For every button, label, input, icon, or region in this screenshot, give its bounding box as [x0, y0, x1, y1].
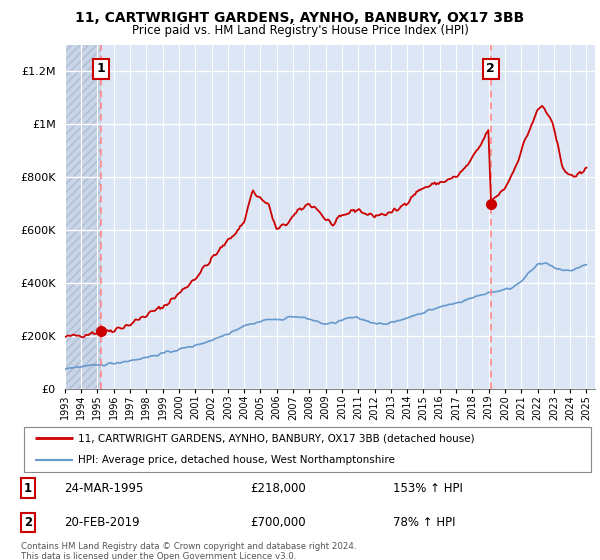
Text: Price paid vs. HM Land Registry's House Price Index (HPI): Price paid vs. HM Land Registry's House …	[131, 24, 469, 36]
Text: 11, CARTWRIGHT GARDENS, AYNHO, BANBURY, OX17 3BB (detached house): 11, CARTWRIGHT GARDENS, AYNHO, BANBURY, …	[79, 433, 475, 444]
Text: 24-MAR-1995: 24-MAR-1995	[64, 482, 143, 494]
Text: 1: 1	[97, 62, 106, 76]
Text: Contains HM Land Registry data © Crown copyright and database right 2024.
This d: Contains HM Land Registry data © Crown c…	[21, 542, 356, 560]
Text: 78% ↑ HPI: 78% ↑ HPI	[394, 516, 456, 529]
Text: 11, CARTWRIGHT GARDENS, AYNHO, BANBURY, OX17 3BB: 11, CARTWRIGHT GARDENS, AYNHO, BANBURY, …	[76, 11, 524, 25]
Text: 153% ↑ HPI: 153% ↑ HPI	[394, 482, 463, 494]
Text: HPI: Average price, detached house, West Northamptonshire: HPI: Average price, detached house, West…	[79, 455, 395, 465]
Text: £700,000: £700,000	[250, 516, 306, 529]
Bar	[65, 45, 101, 389]
FancyBboxPatch shape	[24, 427, 591, 472]
Text: 2: 2	[24, 516, 32, 529]
Text: 1: 1	[24, 482, 32, 494]
Text: 2: 2	[487, 62, 495, 76]
Text: 20-FEB-2019: 20-FEB-2019	[64, 516, 140, 529]
Text: £218,000: £218,000	[250, 482, 306, 494]
